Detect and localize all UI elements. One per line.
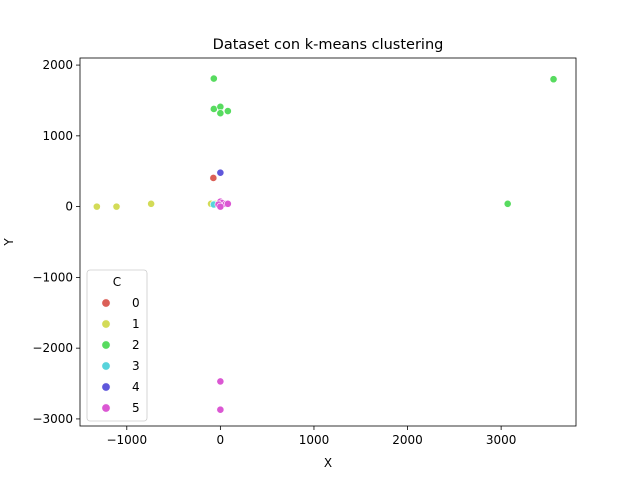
x-tick-label: 3000: [486, 433, 517, 447]
x-axis-label: X: [324, 456, 332, 470]
y-tick-label: 1000: [42, 129, 73, 143]
legend-marker-c3: [101, 361, 111, 371]
legend-marker-c0: [101, 298, 111, 308]
data-point-c2: [209, 74, 218, 83]
plot-area: −1000 0 1000 2000 3000−3000−2000−10000100020…: [32, 57, 577, 447]
data-point-c2: [503, 199, 512, 208]
data-point-c1: [112, 202, 121, 211]
data-point-c2: [216, 109, 225, 118]
legend-label-c2: 2: [132, 338, 140, 352]
axes-frame: [79, 57, 577, 427]
x-tick-label: 0: [217, 433, 225, 447]
legend-marker-c5: [101, 403, 111, 413]
data-point-c5: [216, 405, 225, 414]
x-tick-label: 1000: [299, 433, 330, 447]
x-tick-label: 2000: [392, 433, 423, 447]
data-point-c5: [223, 199, 232, 208]
data-point-c1: [92, 202, 101, 211]
chart-title: Dataset con k-means clustering: [213, 37, 444, 53]
data-point-c5: [216, 202, 225, 211]
legend-label-c1: 1: [132, 317, 140, 331]
y-axis-label: Y: [2, 238, 16, 247]
legend-title: C: [113, 275, 121, 289]
legend-marker-c1: [101, 319, 111, 329]
data-point-c0: [209, 174, 218, 182]
legend-label-c5: 5: [132, 401, 140, 415]
y-tick-label: −1000: [32, 270, 73, 284]
legend: C0 1 2 3 4 5: [86, 269, 148, 422]
data-point-c2: [209, 105, 218, 113]
legend-label-c3: 3: [132, 359, 140, 373]
data-point-c2: [223, 107, 232, 115]
y-tick-label: 2000: [42, 58, 73, 72]
y-tick-label: −2000: [32, 341, 73, 355]
legend-label-c4: 4: [132, 380, 140, 394]
legend-label-c0: 0: [132, 296, 140, 310]
data-point-c1: [147, 199, 156, 208]
data-point-c2: [549, 75, 558, 84]
legend-marker-c2: [101, 340, 111, 350]
legend-box: [86, 269, 148, 422]
y-tick-label: 0: [65, 200, 73, 214]
data-point-c4: [216, 168, 225, 177]
data-point-c5: [216, 377, 225, 386]
legend-marker-c4: [101, 382, 111, 392]
y-tick-label: −3000: [32, 412, 73, 426]
x-tick-label: −1000: [106, 433, 147, 447]
